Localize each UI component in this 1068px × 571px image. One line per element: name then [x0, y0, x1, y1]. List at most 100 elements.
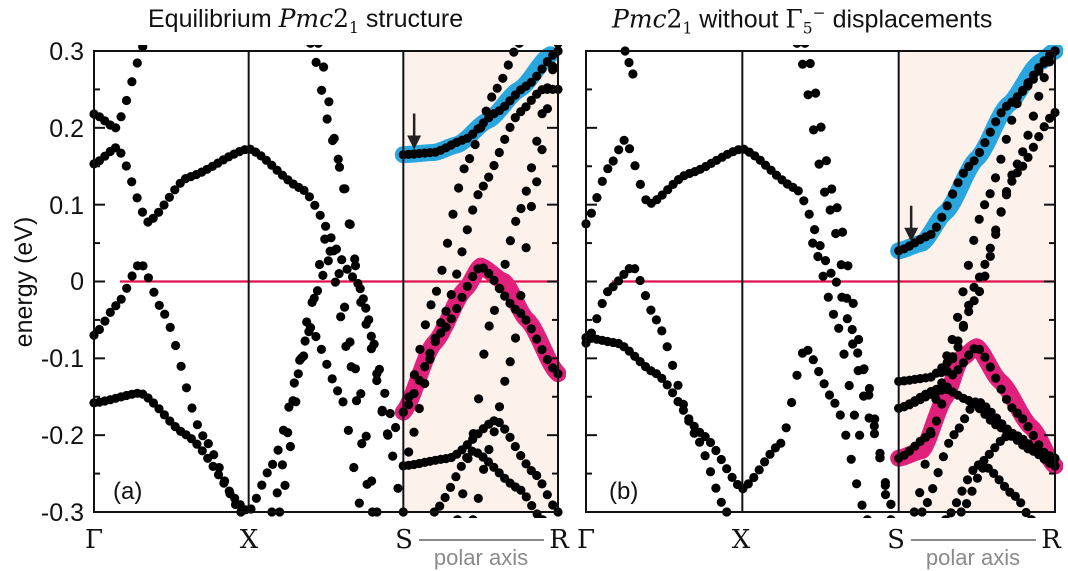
band-point [743, 479, 753, 489]
band-point [711, 483, 721, 493]
band-point [990, 443, 1000, 453]
band-point [318, 270, 328, 280]
band-point [678, 405, 689, 415]
band-point [192, 439, 202, 449]
band-point [668, 388, 678, 398]
band-point [521, 186, 531, 196]
band-point [922, 497, 933, 508]
band-point [931, 222, 942, 232]
band-point [350, 364, 360, 374]
band-point [361, 431, 371, 441]
band-point [803, 345, 813, 355]
band-point [494, 147, 504, 158]
band-point [989, 468, 999, 478]
band-point [516, 485, 526, 495]
band-point [154, 207, 164, 217]
band-point [1034, 132, 1044, 142]
band-point [792, 370, 802, 380]
panel-a-space-group-num: 2 [333, 4, 350, 33]
band-point [651, 315, 662, 325]
band-point [505, 357, 515, 367]
band-point [960, 414, 970, 424]
band-point [662, 380, 672, 390]
band-point [996, 207, 1006, 217]
band-point [291, 397, 301, 407]
band-point [985, 251, 995, 261]
band-point [285, 441, 295, 452]
band-point [628, 69, 638, 79]
band-point [300, 336, 310, 346]
band-point [974, 344, 985, 355]
band-point [880, 480, 890, 490]
panel-b-space-group: Pmc [612, 4, 667, 34]
band-point [372, 369, 382, 379]
band-point [827, 184, 837, 194]
band-point [414, 403, 424, 414]
band-point [322, 114, 332, 124]
band-point [357, 439, 367, 449]
band-point [816, 122, 826, 132]
band-point [613, 276, 624, 286]
band-point [489, 305, 500, 315]
band-point [942, 201, 952, 211]
band-point [880, 490, 891, 500]
panel-b-title-mid: without [692, 5, 786, 34]
band-point [619, 269, 629, 279]
band-point [495, 284, 505, 294]
band-point [457, 292, 467, 302]
band-point [985, 362, 995, 372]
band-point [351, 396, 362, 406]
band-point [366, 344, 376, 354]
band-point [154, 300, 164, 310]
band-point [974, 147, 985, 158]
band-point [942, 351, 952, 361]
y-axis-label: energy (eV) [10, 217, 38, 348]
band-point [436, 318, 446, 328]
band-point [500, 291, 510, 301]
band-point [958, 320, 969, 330]
band-point [492, 83, 502, 93]
band-point [137, 207, 148, 217]
band-point [857, 500, 867, 510]
band-point [1012, 159, 1022, 169]
band-point [452, 303, 462, 314]
band-point [532, 470, 542, 481]
polar-axis-label: polar axis [434, 545, 528, 570]
band-point [951, 498, 962, 508]
band-point [468, 515, 478, 518]
band-point [996, 154, 1006, 164]
band-point [848, 298, 858, 308]
band-point [886, 499, 896, 509]
panel-b-title-post: displacements [825, 5, 993, 34]
band-point [842, 314, 852, 324]
band-point [640, 291, 651, 301]
band-point [953, 178, 963, 188]
band-point [302, 317, 312, 327]
band-point [181, 383, 192, 393]
band-point [121, 161, 131, 171]
band-point [1045, 113, 1055, 123]
band-point [476, 123, 486, 133]
band-point [869, 429, 880, 439]
band-point [213, 470, 224, 480]
band-point [299, 185, 309, 195]
band-point [340, 302, 350, 312]
band-point [304, 327, 314, 337]
band-point [521, 243, 531, 253]
panel-b-space-group-num: 2 [666, 4, 683, 34]
band-minimum-arrowhead [904, 227, 919, 242]
band-point [138, 45, 148, 52]
band-point [820, 256, 831, 266]
band-point [1007, 170, 1017, 180]
band-point [511, 216, 521, 226]
band-point [420, 320, 430, 330]
band-point [192, 420, 202, 430]
band-point [803, 90, 813, 100]
band-point [454, 183, 464, 193]
band-point [197, 446, 207, 456]
band-point [526, 163, 537, 173]
band-point [320, 234, 330, 244]
band-point [526, 201, 537, 212]
band-point [798, 59, 808, 69]
band-point [448, 209, 458, 219]
